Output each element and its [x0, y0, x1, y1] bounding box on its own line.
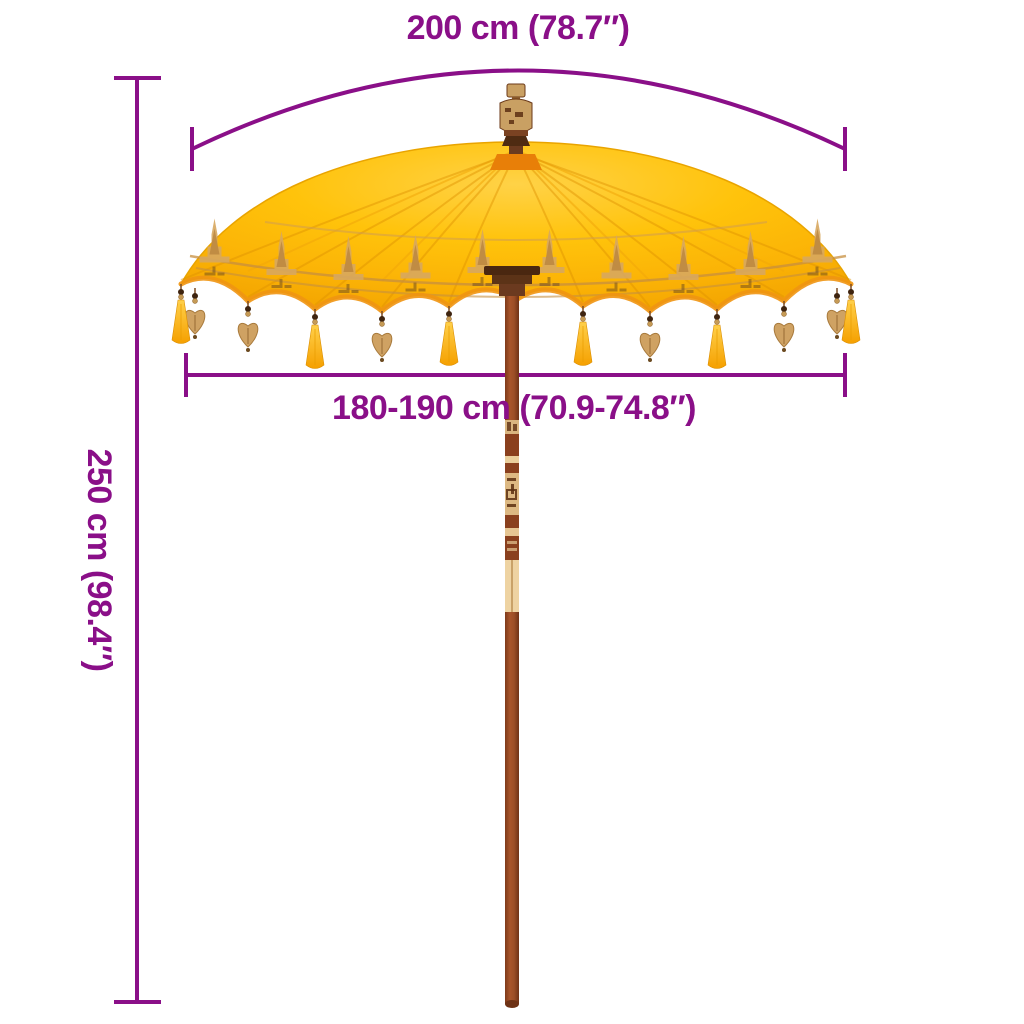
dimension-label-height: 250 cm (98.4″)	[80, 448, 118, 672]
parasol	[171, 83, 861, 1008]
dimension-arc-top-width	[191, 68, 846, 151]
canopy-painted-marks	[204, 266, 828, 293]
canopy-tassels-and-leaves	[171, 284, 861, 369]
dimension-arc-end-ticks	[190, 127, 847, 171]
finial-orange-wrap	[490, 154, 542, 170]
parasol-pole	[484, 266, 540, 1008]
dimension-label-top-width: 200 cm (78.7″)	[406, 9, 630, 47]
dimension-lines	[114, 68, 847, 1004]
dimension-label-canopy-width: 180-190 cm (70.9-74.8″)	[332, 389, 696, 427]
dimension-line-height	[114, 76, 161, 1004]
parasol-finial	[490, 83, 542, 170]
